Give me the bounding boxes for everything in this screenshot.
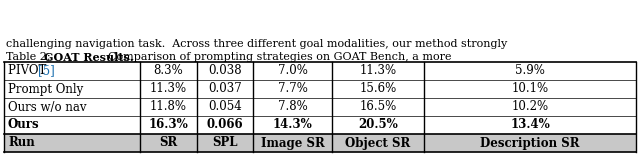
- Text: 11.3%: 11.3%: [360, 64, 397, 78]
- Text: 0.054: 0.054: [208, 100, 242, 114]
- Text: Comparison of prompting strategies on GOAT Bench, a more: Comparison of prompting strategies on GO…: [101, 52, 451, 62]
- Text: 11.8%: 11.8%: [150, 100, 187, 114]
- Text: 10.1%: 10.1%: [511, 83, 548, 95]
- Text: Ours: Ours: [8, 119, 40, 132]
- Bar: [4, 134, 636, 152]
- Text: 20.5%: 20.5%: [358, 119, 398, 132]
- Text: 11.3%: 11.3%: [150, 83, 187, 95]
- Text: 16.5%: 16.5%: [360, 100, 397, 114]
- Text: Image SR: Image SR: [260, 136, 324, 149]
- Text: 7.7%: 7.7%: [278, 83, 307, 95]
- Text: 7.0%: 7.0%: [278, 64, 307, 78]
- Text: 16.3%: 16.3%: [148, 119, 188, 132]
- Text: 15.6%: 15.6%: [360, 83, 397, 95]
- Text: 14.3%: 14.3%: [273, 119, 312, 132]
- Text: challenging navigation task.  Across three different goal modalities, our method: challenging navigation task. Across thre…: [6, 39, 508, 49]
- Text: 8.3%: 8.3%: [154, 64, 184, 78]
- Text: Prompt Only: Prompt Only: [8, 83, 83, 95]
- Text: 7.8%: 7.8%: [278, 100, 307, 114]
- Text: 5.9%: 5.9%: [515, 64, 545, 78]
- Text: 0.038: 0.038: [208, 64, 242, 78]
- Text: SR: SR: [159, 136, 178, 149]
- Text: Ours w/o nav: Ours w/o nav: [8, 100, 86, 114]
- Text: Object SR: Object SR: [346, 136, 411, 149]
- Text: 10.2%: 10.2%: [511, 100, 548, 114]
- Text: Run: Run: [8, 136, 35, 149]
- Text: GOAT Results.: GOAT Results.: [44, 52, 134, 63]
- Text: 0.066: 0.066: [207, 119, 243, 132]
- Text: [5]: [5]: [38, 64, 55, 78]
- Text: 13.4%: 13.4%: [510, 119, 550, 132]
- Text: SPL: SPL: [212, 136, 237, 149]
- Text: 0.037: 0.037: [208, 83, 242, 95]
- Text: PIVOT: PIVOT: [8, 64, 50, 78]
- Text: Table 2:: Table 2:: [6, 52, 58, 62]
- Text: Description SR: Description SR: [480, 136, 580, 149]
